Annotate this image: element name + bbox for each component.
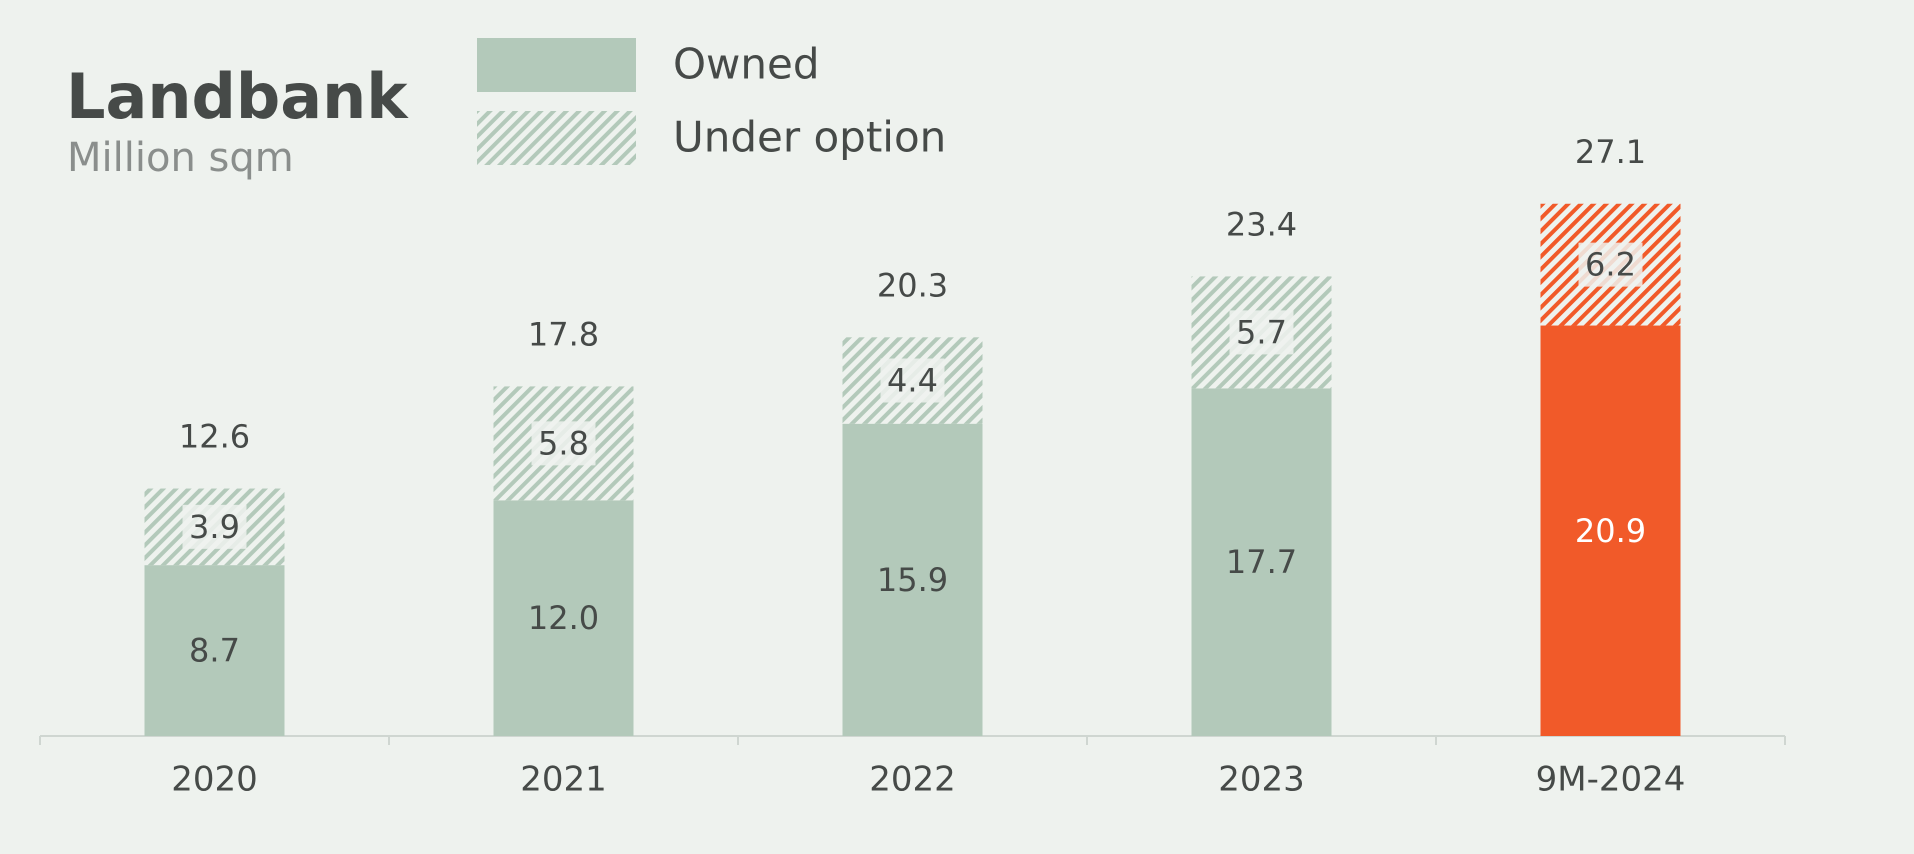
- legend-label: Owned: [673, 40, 820, 89]
- total-label: 27.1: [1575, 133, 1646, 171]
- bar-segment: [1191, 388, 1332, 736]
- legend-label: Under option: [673, 113, 946, 162]
- total-label: 12.6: [179, 418, 250, 456]
- legend-swatch: [477, 111, 636, 165]
- label-backdrop: [531, 421, 596, 466]
- bar-value-label: 6.2: [1585, 246, 1636, 284]
- x-tick-label: 2023: [1218, 760, 1305, 800]
- bar-segment: [842, 423, 983, 736]
- total-label: 20.3: [877, 266, 948, 304]
- x-tick-label: 2021: [520, 760, 607, 800]
- bar-value-label: 12.0: [528, 599, 599, 637]
- label-backdrop: [182, 504, 247, 549]
- bar-value-label: 3.9: [189, 508, 240, 546]
- label-backdrop: [1578, 242, 1643, 287]
- bar-segment: [493, 500, 634, 736]
- bar-value-label: 15.9: [877, 561, 948, 599]
- bar-value-label: 5.8: [538, 424, 589, 462]
- x-tick-label: 9M-2024: [1536, 760, 1686, 800]
- bar-value-label: 5.7: [1236, 313, 1287, 351]
- chart-subtitle: Million sqm: [67, 135, 294, 181]
- bar-segment: [144, 565, 285, 736]
- x-tick-label: 2022: [869, 760, 956, 800]
- label-backdrop: [880, 358, 945, 403]
- label-backdrop: [1229, 310, 1294, 355]
- bar-segment: [1540, 325, 1681, 736]
- total-label: 23.4: [1226, 205, 1297, 243]
- bar-value-label: 4.4: [887, 362, 938, 400]
- legend-swatch: [477, 38, 636, 92]
- bar-value-label: 8.7: [189, 632, 240, 670]
- bar-value-label: 20.9: [1575, 512, 1646, 550]
- chart-title: Landbank: [66, 60, 409, 133]
- bar-value-label: 17.7: [1226, 543, 1297, 581]
- total-label: 17.8: [528, 315, 599, 353]
- x-tick-label: 2020: [171, 760, 258, 800]
